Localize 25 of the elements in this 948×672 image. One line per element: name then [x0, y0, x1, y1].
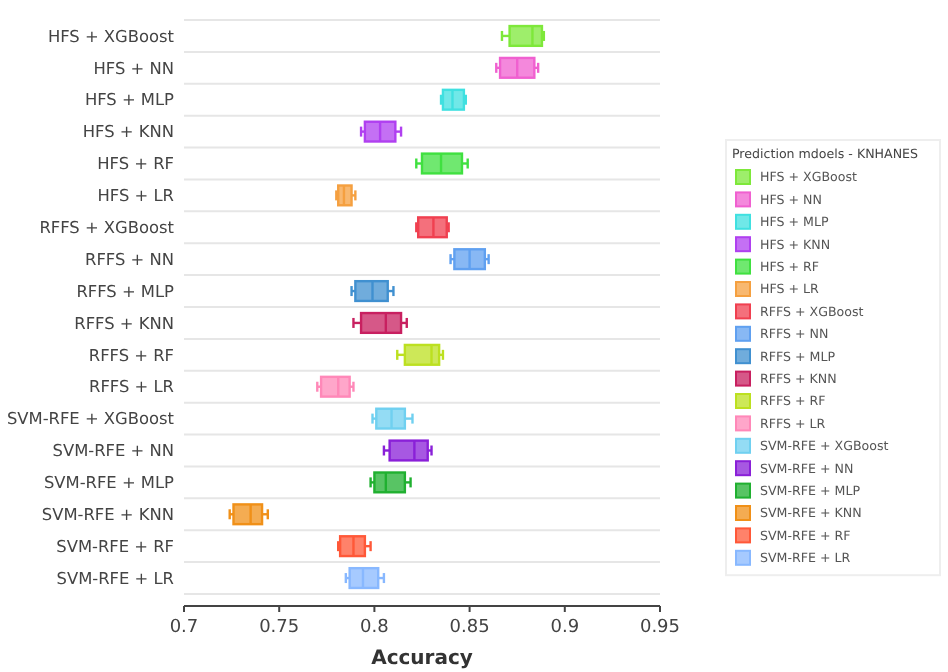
- y-tick-label: RFFS + XGBoost: [39, 217, 176, 238]
- y-tick-label: RFFS + NN: [85, 248, 174, 269]
- x-tick-label: 0.8: [360, 618, 390, 638]
- x-tick-label: 0.75: [259, 618, 300, 638]
- x-tick-label: 0.7: [169, 618, 199, 638]
- y-tick-label: SVM-RFE + RF: [56, 535, 175, 556]
- x-tick-label: 0.85: [449, 618, 490, 638]
- y-tick-label: SVM-RFE + NN: [52, 440, 174, 461]
- y-tick-label: SVM-RFE + XGBoost: [6, 408, 176, 429]
- y-tick-label: RFFS + MLP: [76, 280, 175, 301]
- y-tick-label: RFFS + KNN: [74, 312, 174, 333]
- x-tick-label: 0.95: [639, 618, 681, 638]
- y-tick-label: HFS + NN: [93, 57, 174, 78]
- x-tick-label: 0.9: [550, 618, 580, 638]
- y-tick-label: HFS + RF: [97, 153, 175, 174]
- y-tick-label: SVM-RFE + MLP: [43, 472, 175, 493]
- y-tick-label: SVM-RFE + LR: [56, 567, 175, 588]
- y-tick-label: RFFS + RF: [88, 344, 175, 365]
- y-tick-label: HFS + XGBoost: [47, 25, 176, 46]
- y-tick-label: RFFS + LR: [89, 376, 175, 397]
- y-tick-label: HFS + LR: [97, 185, 175, 206]
- x-axis-title: Accuracy: [371, 648, 474, 670]
- y-tick-label: HFS + KNN: [82, 121, 174, 142]
- y-tick-label: SVM-RFE + KNN: [41, 504, 174, 525]
- y-tick-label: HFS + MLP: [84, 89, 175, 110]
